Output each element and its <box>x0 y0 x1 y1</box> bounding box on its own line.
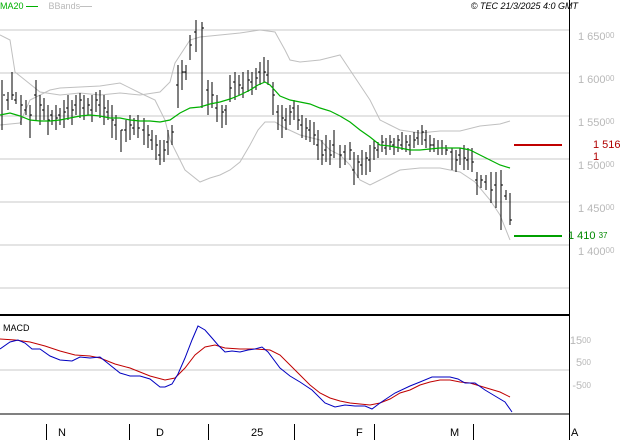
macd-title: MACD <box>3 323 30 333</box>
signal-line <box>0 338 511 406</box>
chart-legend: MA20 BBands <box>0 0 93 12</box>
bbands-lines <box>0 29 511 241</box>
macd-label-neg500: -500 <box>572 380 591 392</box>
ohlc-bars <box>1 20 512 230</box>
copyright-timestamp: © TEC 21/3/2025 4:0 GMT <box>470 1 578 11</box>
price-label-1600: 1 60000 <box>578 74 615 86</box>
x-label-m: M <box>450 427 460 439</box>
price-label-1400: 1 40000 <box>578 246 615 258</box>
macd-label-1500: 1500 <box>569 335 591 347</box>
price-label-1550: 1 55000 <box>578 117 615 129</box>
price-label-1450: 1 45000 <box>578 203 615 215</box>
legend-ma20: MA20 <box>0 1 39 11</box>
bband-upper <box>0 29 511 134</box>
ma20-swatch <box>26 6 39 8</box>
price-gridlines <box>0 29 569 289</box>
ma20-line <box>0 81 511 169</box>
high-marker-label: 1 516 1 <box>593 139 621 163</box>
bband-lower <box>0 82 511 241</box>
macd-line <box>0 325 513 413</box>
price-label-1650: 1 65000 <box>578 31 615 43</box>
x-label-25: 25 <box>251 427 264 439</box>
bbands-swatch <box>80 6 93 8</box>
macd-label-500: 500 <box>575 357 591 369</box>
legend-bbands: BBands <box>49 1 93 11</box>
x-label-n: N <box>58 427 66 439</box>
x-label-f: F <box>356 427 363 439</box>
x-label-a: A <box>571 427 579 439</box>
x-label-d: D <box>156 427 164 439</box>
price-label-1500: 1 50000 <box>578 160 615 172</box>
low-marker-label: 1 410 37 <box>568 230 608 242</box>
